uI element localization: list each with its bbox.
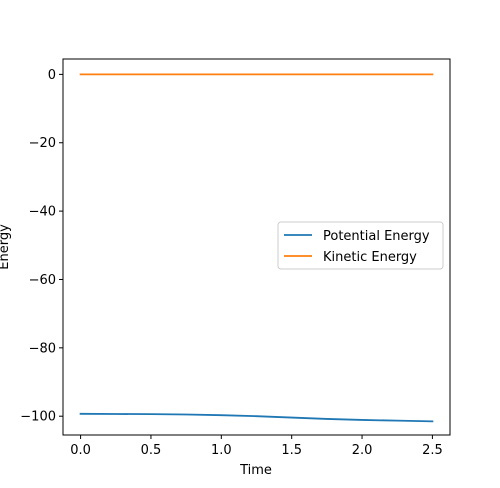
x-axis-ticks: 0.0 0.5 1.0 1.5 2.0 2.5: [70, 435, 443, 458]
y-tick-label: −80: [29, 341, 56, 356]
legend: Potential Energy Kinetic Energy: [277, 221, 444, 270]
y-tick-label: 0: [48, 68, 56, 83]
y-axis-ticks: 0 −20 −40 −60 −80 −100: [20, 68, 63, 425]
y-tick-label: −100: [20, 410, 56, 425]
y-tick-label: −60: [29, 273, 56, 288]
series-layer: [79, 73, 434, 423]
x-tick-label: 0.5: [141, 443, 162, 458]
y-tick-label: −20: [29, 136, 56, 151]
plot-frame: [62, 58, 451, 436]
legend-label: Potential Energy: [323, 229, 430, 244]
x-tick-label: 0.0: [70, 443, 91, 458]
x-tick-label: 1.5: [281, 443, 302, 458]
x-tick-label: 2.5: [422, 443, 443, 458]
x-tick-label: 2.0: [352, 443, 373, 458]
series-line-0: [79, 412, 434, 423]
x-tick-label: 1.0: [211, 443, 232, 458]
y-axis-label: Energy: [0, 224, 12, 270]
y-tick-label: −40: [29, 205, 56, 220]
x-axis-label: Time: [239, 463, 272, 478]
legend-label: Kinetic Energy: [323, 250, 417, 265]
legend-box: [277, 221, 444, 270]
